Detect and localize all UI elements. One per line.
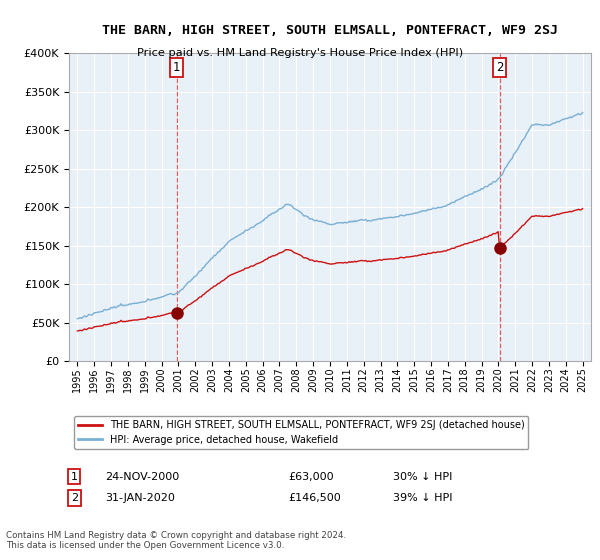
Text: 31-JAN-2020: 31-JAN-2020 — [106, 493, 175, 503]
Text: 2: 2 — [496, 61, 503, 74]
Text: £146,500: £146,500 — [288, 493, 341, 503]
Text: 39% ↓ HPI: 39% ↓ HPI — [392, 493, 452, 503]
Text: 2: 2 — [71, 493, 78, 503]
Text: Contains HM Land Registry data © Crown copyright and database right 2024.
This d: Contains HM Land Registry data © Crown c… — [6, 530, 346, 550]
Legend: THE BARN, HIGH STREET, SOUTH ELMSALL, PONTEFRACT, WF9 2SJ (detached house), HPI:: THE BARN, HIGH STREET, SOUTH ELMSALL, PO… — [74, 416, 529, 449]
Text: 1: 1 — [71, 472, 78, 482]
Text: 24-NOV-2000: 24-NOV-2000 — [106, 472, 180, 482]
Title: THE BARN, HIGH STREET, SOUTH ELMSALL, PONTEFRACT, WF9 2SJ: THE BARN, HIGH STREET, SOUTH ELMSALL, PO… — [102, 24, 558, 37]
Text: Price paid vs. HM Land Registry's House Price Index (HPI): Price paid vs. HM Land Registry's House … — [137, 48, 463, 58]
Text: £63,000: £63,000 — [288, 472, 334, 482]
Text: 30% ↓ HPI: 30% ↓ HPI — [392, 472, 452, 482]
Text: 1: 1 — [173, 61, 181, 74]
